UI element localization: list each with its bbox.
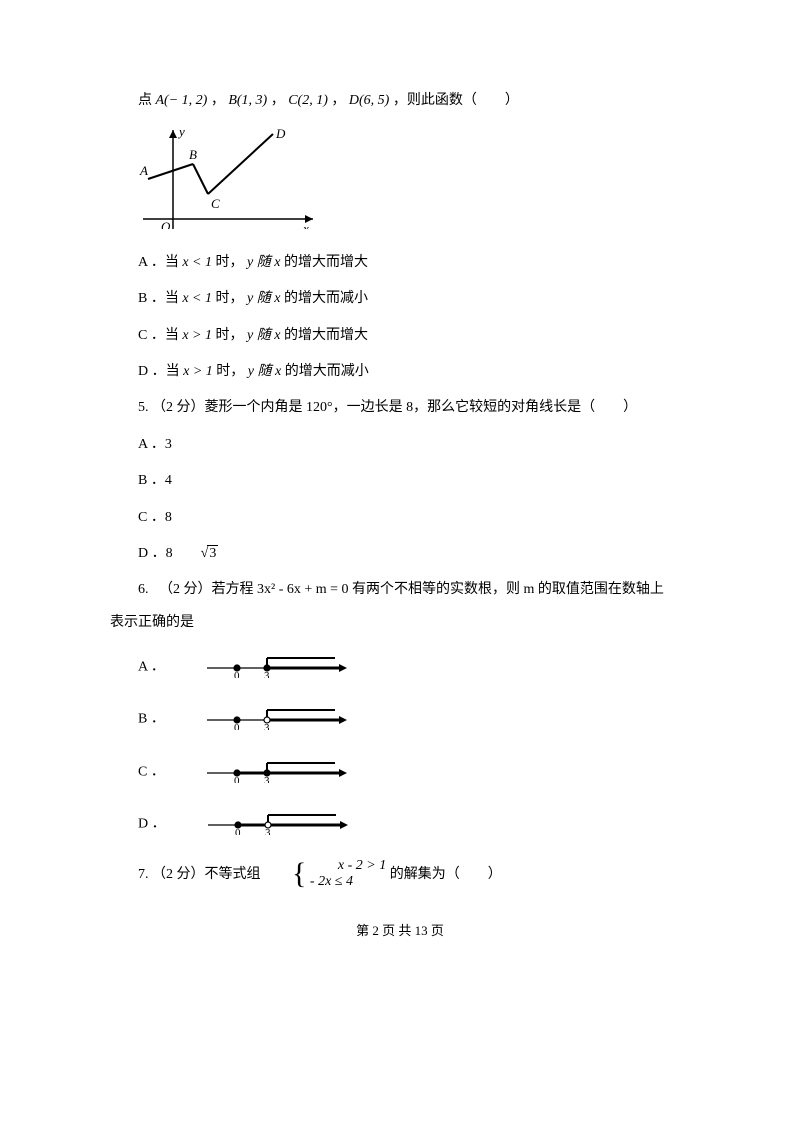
tail: 的增大而增大 (284, 328, 368, 343)
q7-stem: 7. （2 分）不等式组 { x - 2 > 1 - 2x ≤ 4 的解集为（ … (110, 858, 690, 892)
page-content: 点 A(− 1, 2) ， B(1, 3) ， C(2, 1) ， D(6, 5… (0, 0, 800, 982)
mid: 时， (216, 364, 248, 379)
prefix: 6. （2 分）若方程 (138, 582, 254, 597)
yx: y 随 x (247, 291, 280, 306)
cond: x < 1 (182, 255, 212, 270)
svg-text:D: D (275, 126, 286, 141)
svg-text:x: x (302, 221, 309, 229)
label: A ． (138, 660, 165, 675)
text: 点 (138, 93, 156, 108)
prefix: D ．8 (138, 546, 173, 561)
q4-intro: 点 A(− 1, 2) ， B(1, 3) ， C(2, 1) ， D(6, 5… (110, 90, 690, 112)
radicand: 3 (207, 545, 218, 561)
system: x - 2 > 1 - 2x ≤ 4 (310, 858, 386, 892)
sqrt-icon: √3 (173, 543, 219, 565)
q6-stem: 6. （2 分）若方程 3x² - 6x + m = 0 有两个不相等的实数根，… (110, 579, 690, 601)
svg-text:0: 0 (235, 827, 241, 835)
svg-text:3: 3 (264, 775, 270, 783)
equation: 3x² - 6x + m = 0 (257, 582, 349, 597)
numberline-c: 03 (174, 753, 352, 791)
svg-text:0: 0 (234, 775, 240, 783)
label: D ． (138, 817, 166, 832)
svg-text:3: 3 (264, 670, 270, 678)
page-footer: 第 2 页 共 13 页 (110, 921, 690, 942)
label: A ．当 (138, 255, 182, 270)
svg-text:3: 3 (265, 827, 271, 835)
svg-text:C: C (211, 196, 220, 211)
q6-option-a: A ． 03 (110, 648, 690, 686)
point-c: C(2, 1) (288, 93, 328, 108)
suffix: 有两个不相等的实数根，则 m 的取值范围在数轴上 (352, 582, 664, 597)
yx: y 随 x (247, 255, 280, 270)
numberline-a: 03 (174, 648, 352, 686)
numberline-b: 03 (174, 700, 352, 738)
cond: x < 1 (182, 291, 212, 306)
q4-graph: O A B C Dy x (138, 124, 690, 237)
q4-option-b: B ．当 x < 1 时， y 随 x 的增大而减小 (110, 288, 690, 310)
cond: x > 1 (182, 328, 212, 343)
text: ，则此函数（ ） (393, 93, 519, 108)
label: D ．当 (138, 364, 183, 379)
svg-text:0: 0 (234, 722, 240, 730)
sep: ， (211, 93, 229, 108)
prefix: 7. （2 分）不等式组 (138, 867, 264, 882)
suffix: 的解集为（ ） (390, 867, 502, 882)
mid: 时， (216, 328, 248, 343)
point-b: B(1, 3) (228, 93, 267, 108)
svg-text:B: B (189, 147, 197, 162)
point-a: A(− 1, 2) (156, 93, 208, 108)
label: C ． (138, 764, 165, 779)
sys-line1: x - 2 > 1 (338, 858, 386, 873)
sep: ， (331, 93, 349, 108)
mid: 时， (216, 291, 248, 306)
q4-option-a: A ．当 x < 1 时， y 随 x 的增大而增大 (110, 252, 690, 274)
tail: 的增大而增大 (284, 255, 368, 270)
svg-text:O: O (161, 219, 171, 229)
label: B ．当 (138, 291, 182, 306)
svg-text:0: 0 (234, 670, 240, 678)
q5-stem: 5. （2 分）菱形一个内角是 120°，一边长是 8，那么它较短的对角线长是（… (110, 397, 690, 419)
q5-option-b: B ．4 (110, 470, 690, 492)
tail: 的增大而减小 (284, 291, 368, 306)
numberline-d: 03 (175, 805, 353, 843)
q5-option-d: D ．8√3 (110, 543, 690, 565)
q6-option-c: C ． 03 (110, 753, 690, 791)
svg-text:y: y (177, 124, 185, 139)
sys-line2: - 2x ≤ 4 (310, 874, 353, 889)
q5-option-c: C ．8 (110, 507, 690, 529)
label: B ． (138, 712, 165, 727)
q6-option-b: B ． 03 (110, 700, 690, 738)
sep: ， (271, 93, 289, 108)
yx: y 随 x (248, 364, 281, 379)
yx: y 随 x (247, 328, 280, 343)
label: C ．当 (138, 328, 182, 343)
cond: x > 1 (183, 364, 213, 379)
svg-text:A: A (139, 163, 148, 178)
q4-option-c: C ．当 x > 1 时， y 随 x 的增大而增大 (110, 325, 690, 347)
q5-option-a: A ．3 (110, 434, 690, 456)
q6-option-d: D ． 03 (110, 805, 690, 843)
tail: 的增大而减小 (285, 364, 369, 379)
q4-option-d: D ．当 x > 1 时， y 随 x 的增大而减小 (110, 361, 690, 383)
mid: 时， (216, 255, 248, 270)
point-d: D(6, 5) (349, 93, 389, 108)
svg-text:3: 3 (264, 722, 270, 730)
q6-stem-line2: 表示正确的是 (110, 612, 690, 634)
brace-icon: { (264, 859, 306, 889)
